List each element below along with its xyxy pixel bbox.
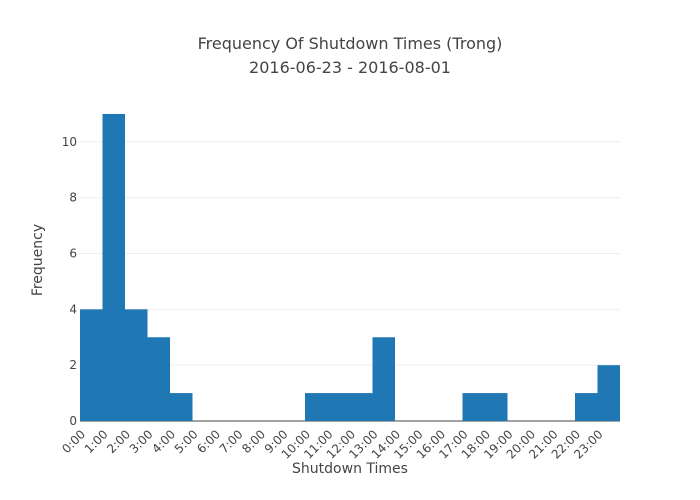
bar-3:00 [147,337,170,421]
x-tick-label: 2:00 [104,427,133,456]
x-tick-label: 7:00 [217,427,246,456]
x-tick-label: 3:00 [127,427,156,456]
bar-0:00 [80,309,103,421]
x-tick-label: 6:00 [194,427,223,456]
x-tick-label: 8:00 [239,427,268,456]
y-tick-label: 8 [69,191,77,205]
bar-11:00 [327,393,350,421]
bar-1:00 [102,113,125,422]
y-tick-label: 2 [69,358,77,372]
bar-18:00 [485,393,508,421]
y-tick-label: 10 [62,135,77,149]
y-tick-label: 4 [69,302,77,316]
x-axis-title: Shutdown Times [292,461,408,477]
y-tick-label: 0 [69,414,77,428]
y-tick-labels: 0 2 4 6 8 10 [62,135,77,428]
bars [80,113,620,422]
bar-23:00 [597,365,620,421]
x-tick-label: 1:00 [82,427,111,456]
bar-4:00 [170,393,193,421]
x-tick-label: 5:00 [172,427,201,456]
y-axis-title: Frequency [30,224,46,296]
bar-12:00 [350,393,373,421]
bar-13:00 [372,337,395,421]
chart-title-line2: 2016-06-23 - 2016-08-01 [249,58,451,77]
bar-17:00 [462,393,485,421]
bar-10:00 [305,393,328,421]
x-tick-label: 0:00 [59,427,88,456]
x-tick-label: 4:00 [149,427,178,456]
bar-2:00 [125,309,148,421]
y-tick-label: 6 [69,247,77,261]
chart-title-line1: Frequency Of Shutdown Times (Trong) [198,34,503,53]
bar-22:00 [575,393,598,421]
x-tick-labels: 0:001:002:003:004:005:006:007:008:009:00… [59,427,605,461]
